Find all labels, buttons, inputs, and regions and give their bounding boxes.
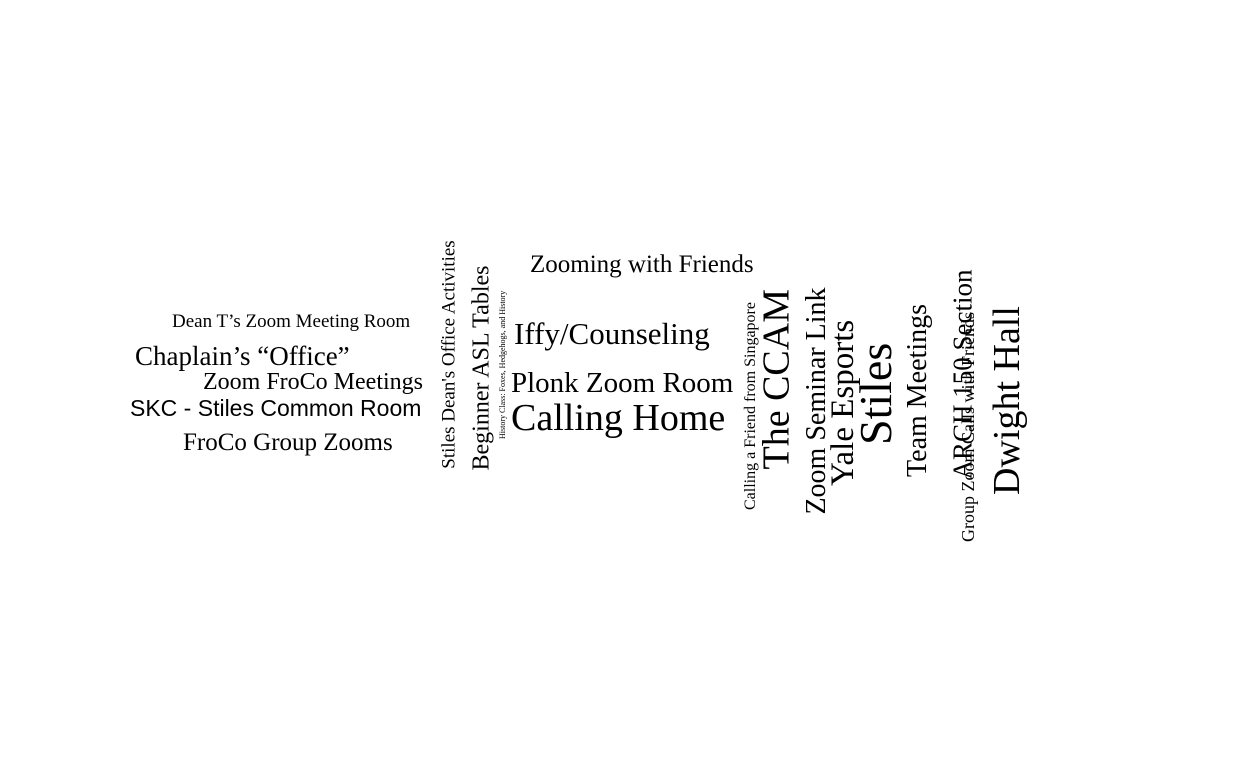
word-zoom-froco: Zoom FroCo Meetings xyxy=(203,369,423,395)
word-group-calls: Group Zoom Calls with Friends xyxy=(958,312,978,542)
word-asl: Beginner ASL Tables xyxy=(468,265,495,471)
word-froco-group: FroCo Group Zooms xyxy=(183,429,393,456)
word-team: Team Meetings xyxy=(902,304,933,477)
word-plonk: Plonk Zoom Room xyxy=(511,367,734,399)
word-iffy: Iffy/Counseling xyxy=(514,316,710,351)
word-dwight: Dwight Hall xyxy=(986,306,1028,495)
word-calling-home: Calling Home xyxy=(511,397,726,439)
word-dean-t: Dean T’s Zoom Meeting Room xyxy=(172,311,411,332)
word-chaplain: Chaplain’s “Office” xyxy=(135,341,350,371)
word-history: History Class: Foxes, Hedgehogs, and His… xyxy=(498,290,507,439)
word-ccam: The CCAM xyxy=(755,289,798,470)
word-stiles: Stiles xyxy=(850,342,901,445)
word-zooming: Zooming with Friends xyxy=(530,251,754,278)
word-skc: SKC - Stiles Common Room xyxy=(130,395,422,421)
word-stiles-dean: Stiles Dean's Office Activities xyxy=(438,240,460,469)
